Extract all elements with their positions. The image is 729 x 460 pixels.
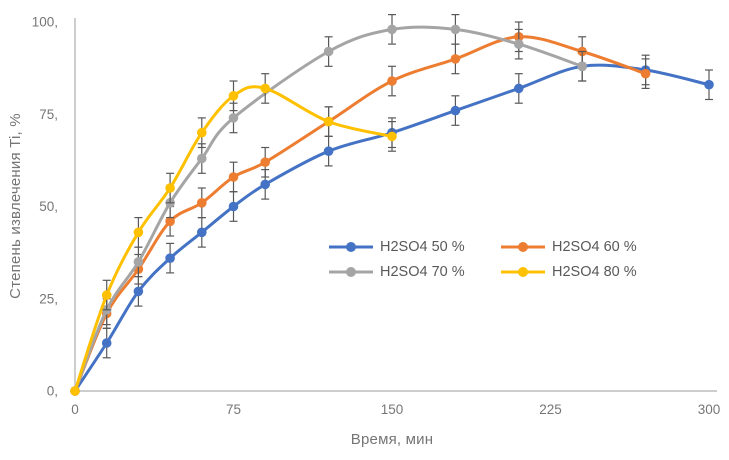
series-line-1: [73, 35, 648, 393]
data-point: [133, 227, 144, 238]
data-point: [165, 216, 175, 227]
legend-label: H2SO4 80 %: [552, 264, 637, 280]
data-point: [133, 286, 144, 297]
data-point: [323, 116, 334, 127]
data-point: [197, 198, 207, 208]
legend-line-marker-icon: [329, 242, 373, 252]
data-point: [323, 146, 334, 156]
data-point: [165, 183, 175, 193]
data-point: [197, 153, 207, 164]
legend-item-h2so4-80: H2SO4 80 %: [500, 263, 637, 281]
data-point: [514, 39, 524, 49]
data-point: [387, 131, 397, 142]
y-tick-label: 100,: [32, 15, 58, 30]
data-point: [70, 386, 80, 396]
data-point: [514, 83, 524, 94]
x-tick-label: 150: [381, 402, 404, 417]
data-point: [228, 113, 239, 123]
legend-label: H2SO4 50 %: [380, 239, 465, 255]
legend-line-marker-icon: [329, 267, 373, 277]
legend-line-marker-icon: [501, 242, 545, 252]
data-point: [640, 68, 651, 79]
y-tick-label: 50,: [39, 199, 58, 214]
data-point: [228, 172, 239, 182]
legend-line-marker-icon: [501, 267, 545, 277]
data-point: [133, 257, 144, 267]
y-tick-label: 25,: [39, 291, 58, 306]
data-point: [197, 227, 207, 238]
x-tick-label: 300: [698, 402, 721, 417]
data-point: [228, 91, 239, 101]
legend-label: H2SO4 60 %: [552, 239, 637, 255]
x-tick-label: 75: [226, 402, 241, 417]
y-tick-label: 75,: [39, 107, 58, 122]
data-point: [450, 54, 461, 64]
x-tick-label: 0: [71, 402, 79, 417]
x-tick-label: 225: [539, 402, 562, 417]
legend-item-h2so4-50: H2SO4 50 %: [328, 238, 500, 256]
data-point: [101, 338, 112, 348]
data-point: [260, 179, 271, 190]
data-point: [260, 157, 271, 167]
data-point: [101, 290, 112, 300]
legend: H2SO4 50 % H2SO4 60 % H2SO4 70 % H2SO4 8…: [328, 238, 637, 281]
data-point: [387, 76, 397, 86]
series-line-2: [73, 25, 584, 393]
data-point: [450, 105, 461, 116]
data-point: [704, 79, 714, 90]
legend-label: H2SO4 70 %: [380, 264, 465, 280]
x-axis-title: Время, мин: [350, 431, 434, 448]
legend-item-h2so4-60: H2SO4 60 %: [500, 238, 637, 256]
legend-item-h2so4-70: H2SO4 70 %: [328, 263, 500, 281]
data-point: [450, 24, 461, 35]
data-point: [197, 127, 207, 138]
data-point: [260, 83, 271, 94]
data-point: [323, 46, 334, 57]
data-point: [387, 24, 397, 35]
y-tick-label: 0,: [47, 384, 58, 399]
data-point: [577, 61, 587, 72]
data-point: [228, 201, 239, 212]
y-axis-title: Степень извлечения Ti, %: [7, 113, 24, 299]
data-point: [165, 253, 175, 263]
